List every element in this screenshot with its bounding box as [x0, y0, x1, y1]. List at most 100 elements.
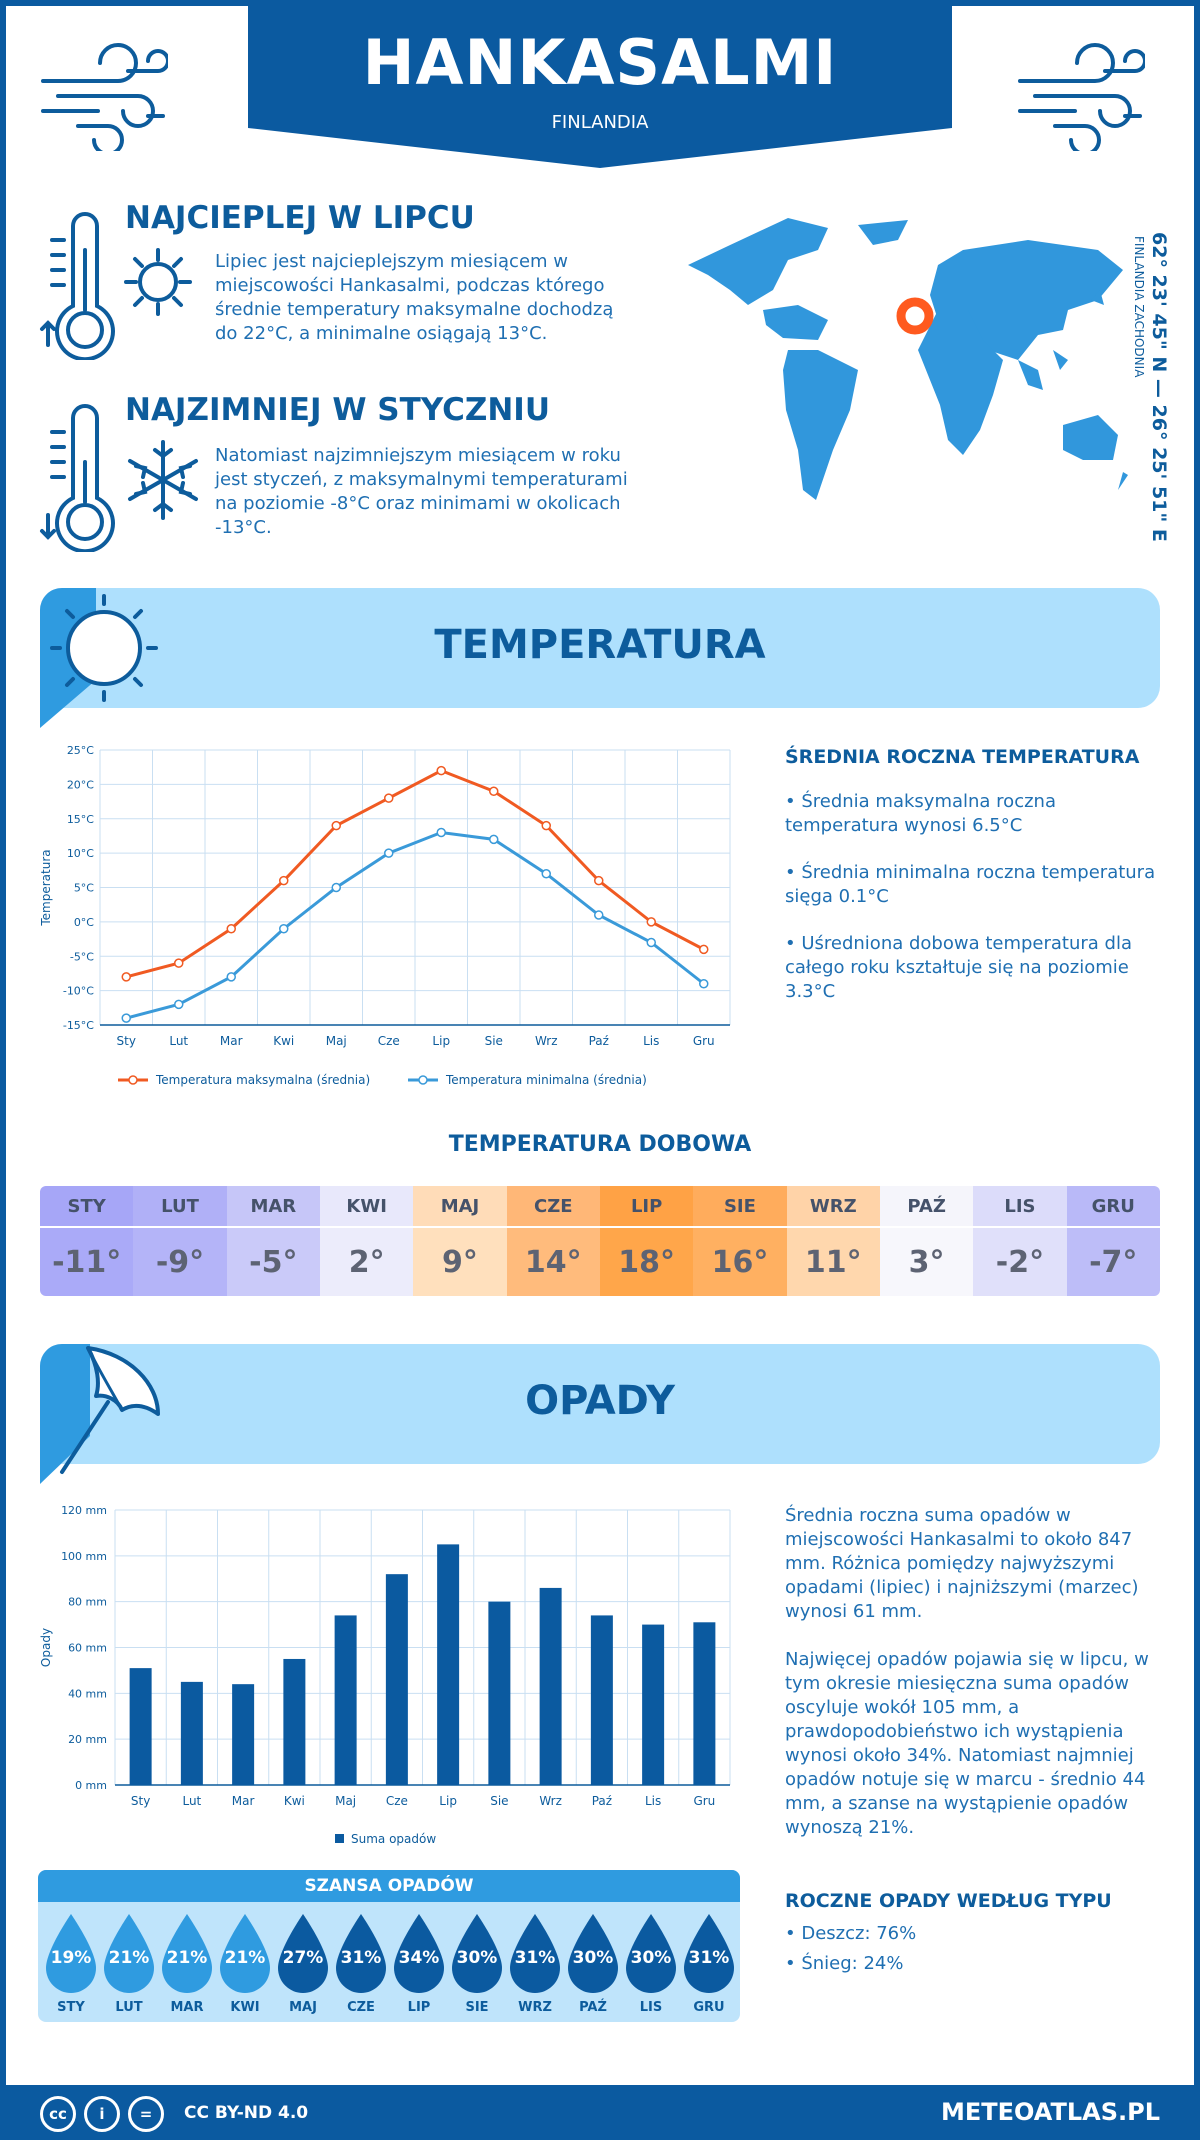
x-tick-label: Lis [643, 1034, 659, 1048]
data-point [594, 910, 604, 920]
daily-temp-value: 11° [786, 1226, 880, 1296]
raindrop-icon [336, 1914, 386, 1993]
x-tick-label: Gru [693, 1034, 715, 1048]
warmest-text: Lipiec jest najcieplejszym miesiącem w m… [215, 251, 614, 344]
daily-temp-cell: KWI 2° [319, 1186, 414, 1296]
y-tick-label: 20°C [67, 778, 94, 791]
precip-chance-panel: SZANSA OPADÓW 19% STY 21% LUT 21% MAR 21% KWI 27… [38, 1870, 740, 2022]
raindrop-icon [104, 1914, 154, 1993]
x-tick-label: Kwi [284, 1794, 305, 1808]
precip-chance-month: KWI [230, 2000, 260, 2015]
raindrop-icon [452, 1914, 502, 1993]
x-tick-label: Lis [645, 1794, 661, 1808]
daily-temp-cell: CZE 14° [506, 1186, 600, 1296]
precip-chance-month: STY [57, 2000, 85, 2015]
precip-chance-item: 31% GRU [680, 1912, 738, 2015]
daily-temp-cell: SIE 16° [693, 1186, 787, 1296]
annual-max-text: • Średnia maksymalna roczna temperatura … [785, 791, 1056, 836]
x-tick-label: Sie [490, 1794, 508, 1808]
data-point [541, 869, 551, 879]
data-point [384, 848, 394, 858]
daily-temp-cell: STY -11° [40, 1186, 134, 1296]
y-tick-label: -10°C [63, 985, 94, 998]
precip-detail-text: Najwięcej opadów pojawia się w lipcu, w … [785, 1649, 1149, 1838]
precip-chance-month: GRU [693, 2000, 725, 2015]
daily-temp-value: 16° [693, 1226, 787, 1296]
precip-chart: 0 mm 20 mm 40 mm 60 mm 80 mm 100 mm 120 mm Sty L… [39, 1500, 740, 1854]
temperature-chart: -15°C -10°C -5°C 0°C 5°C 10°C 15°C 20°C 25°C Sty L… [39, 740, 740, 1104]
precip-chance-item: 34% LIP [390, 1912, 448, 2015]
x-tick-label: Cze [386, 1794, 408, 1808]
daily-temp-value: 9° [413, 1226, 507, 1296]
daily-temp-month: GRU [1066, 1186, 1160, 1226]
precip-chance-item: 30% SIE [448, 1912, 506, 2015]
precip-summary-text: Średnia roczna suma opadów w miejscowośc… [785, 1505, 1139, 1622]
daily-temp-cell: MAR -5° [226, 1186, 320, 1296]
y-tick-label: 0 mm [75, 1779, 107, 1792]
coldest-text: Natomiast najzimniejszym miesiącem w rok… [215, 445, 628, 538]
city-name: HANKASALMI [362, 26, 838, 99]
daily-temp-month: MAJ [413, 1186, 507, 1226]
daily-temp-value: 2° [319, 1226, 414, 1296]
daily-temp-value: -11° [40, 1226, 134, 1296]
annual-mean-text: • Uśredniona dobowa temperatura dla całe… [785, 933, 1133, 1002]
data-point [384, 793, 394, 803]
license-icons: cc i = [40, 2096, 164, 2132]
y-tick-label: 0°C [74, 916, 94, 929]
daily-temp-month: LUT [133, 1186, 227, 1226]
data-point [436, 827, 446, 838]
x-tick-label: Paź [589, 1034, 609, 1048]
precip-chance-value: 21% [224, 1948, 266, 1968]
series-line [125, 830, 705, 1020]
attribution-icon: i [84, 2096, 120, 2132]
data-point [226, 924, 236, 934]
y-tick-label: -15°C [63, 1019, 94, 1032]
precip-chance-value: 31% [688, 1948, 730, 1968]
daily-temp-month: PAŹ [879, 1186, 974, 1226]
world-map [668, 210, 1128, 514]
wind-icon [1015, 26, 1147, 156]
y-tick-label: 100 mm [61, 1550, 107, 1563]
daily-temp-value: -9° [133, 1226, 227, 1296]
daily-temp-cell: MAJ 9° [413, 1186, 507, 1296]
daily-temp-month: STY [40, 1186, 134, 1226]
data-point [646, 917, 656, 927]
site-link[interactable]: METEOATLAS.PL [940, 2098, 1160, 2126]
precip-chance-item: 19% STY [42, 1912, 100, 2015]
warmest-title: NAJCIEPLEJ W LIPCU [125, 200, 475, 236]
precip-chance-value: 30% [456, 1948, 498, 1968]
x-tick-label: Sie [485, 1034, 503, 1048]
precip-chance-item: 30% LIS [622, 1912, 680, 2015]
daily-temp-month: LIP [599, 1186, 694, 1226]
precip-chance-drops: 19% STY 21% LUT 21% MAR 21% KWI 27% MAJ 31% CZE 34% L… [38, 1902, 740, 2015]
daily-temp-value: 18° [599, 1226, 694, 1296]
x-tick-label: Maj [335, 1794, 356, 1808]
precip-chance-value: 30% [572, 1948, 614, 1968]
daily-temp-cell: LIS -2° [973, 1186, 1067, 1296]
precip-chance-month: MAJ [289, 2000, 317, 2015]
y-tick-label: 80 mm [68, 1596, 107, 1609]
daily-temp-month: CZE [506, 1186, 600, 1226]
precip-chance-item: 30% PAŹ [564, 1912, 622, 2015]
precip-chance-value: 19% [50, 1948, 92, 1968]
daily-temp-value: 14° [506, 1226, 600, 1296]
x-tick-label: Mar [232, 1794, 255, 1808]
bar [437, 1544, 460, 1785]
precip-chance-item: 21% LUT [100, 1912, 158, 2015]
daily-temp-value: -5° [226, 1226, 320, 1296]
precip-chance-value: 31% [514, 1948, 556, 1968]
daily-temp-cell: PAŹ 3° [879, 1186, 974, 1296]
daily-temp-cell: LUT -9° [133, 1186, 227, 1296]
x-tick-label: Sty [131, 1794, 150, 1808]
x-tick-label: Lip [439, 1794, 457, 1808]
precip-chance-value: 27% [282, 1948, 324, 1968]
bar [129, 1668, 152, 1785]
daily-temp-title: TEMPERATURA DOBOWA [448, 1132, 752, 1157]
y-tick-label: 25°C [67, 744, 94, 757]
precip-chance-month: MAR [170, 2000, 204, 2015]
data-point [489, 786, 499, 796]
bar [642, 1624, 665, 1785]
precip-chance-month: WRZ [518, 2000, 552, 2015]
snow-share: • Śnieg: 24% [785, 1953, 904, 1974]
legend-marker [128, 1075, 138, 1085]
